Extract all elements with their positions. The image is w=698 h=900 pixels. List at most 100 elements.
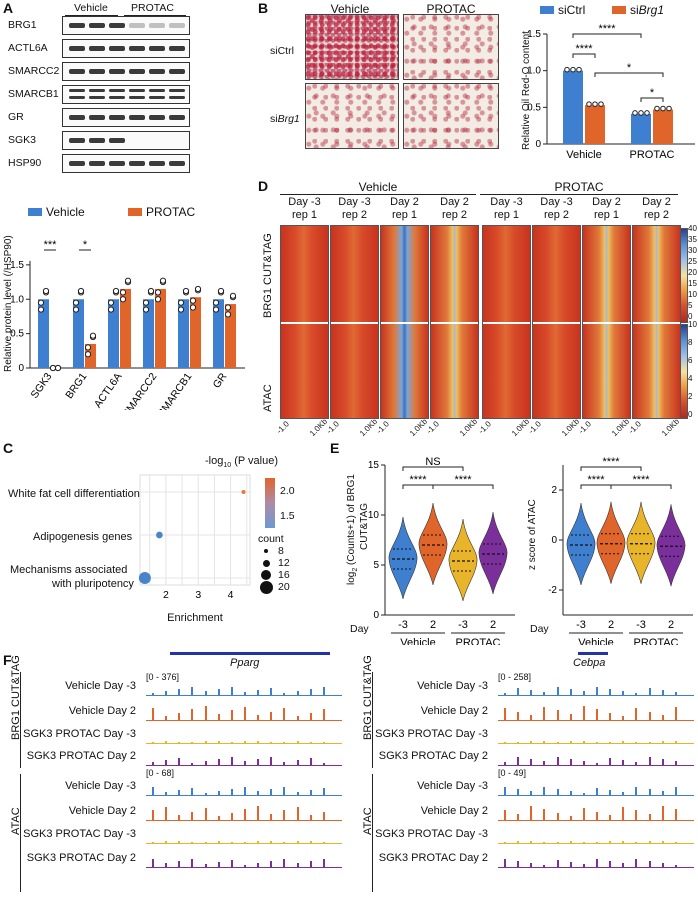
a-point (154, 296, 162, 303)
b-point (660, 105, 666, 112)
track-peak (257, 759, 260, 765)
track-peak (596, 812, 598, 820)
track-peak (648, 861, 651, 867)
count-legend-value: 12 (278, 557, 290, 569)
track-peak (152, 693, 154, 695)
a-point (154, 289, 162, 296)
b-sig-bracket (572, 53, 596, 58)
track-peak (257, 841, 260, 843)
a-ytick-label: 1.5 (10, 260, 24, 271)
e-sig-label: **** (454, 474, 472, 486)
c-point (156, 531, 163, 539)
a-sig-label: *** (44, 239, 58, 251)
a-category-label: ACTL6A (92, 371, 125, 410)
track-peak (309, 815, 312, 820)
a-point (224, 304, 232, 311)
track-peak (622, 841, 625, 843)
track-peak (635, 742, 638, 743)
track-label: Vehicle Day -3 (417, 680, 488, 692)
track-peak (257, 715, 260, 720)
heatmap-column (330, 225, 379, 419)
b-bar (563, 70, 583, 144)
b-point (586, 101, 592, 107)
track-peak (283, 842, 286, 843)
track-peak (230, 842, 233, 843)
blot-strip (62, 85, 190, 104)
track-peak (191, 842, 194, 843)
a-category-label: BRG1 (63, 371, 89, 401)
track-group-bar (372, 774, 373, 892)
gene-name: Cebpa (573, 657, 606, 669)
track-peak (622, 741, 625, 743)
track-peak (178, 713, 181, 720)
track-peak (582, 706, 585, 720)
a-bar (108, 299, 119, 368)
a-category-label: SMARCC2 (120, 371, 159, 410)
track-peak (152, 742, 154, 743)
b-sig-bracket (572, 33, 642, 38)
heatmap-scale1-tick: 35 (688, 235, 697, 244)
e-violin (626, 501, 656, 584)
a-point (84, 344, 92, 351)
track-peak (283, 810, 286, 820)
blot-band (69, 89, 85, 92)
heatmap-col-label-day: Day 2 (592, 196, 621, 208)
track-peak (661, 863, 664, 867)
blot-band (149, 69, 165, 74)
track-peak (543, 741, 546, 743)
track-peak (530, 759, 533, 765)
e-sig-bracket (610, 484, 672, 489)
track-peak (504, 787, 506, 795)
heatmap-group-vehicle-bar (280, 194, 476, 195)
track-label: SGK3 PROTAC Day 2 (26, 750, 136, 762)
track-peak (244, 787, 246, 795)
track-baseline (498, 720, 694, 721)
oil-red-col-vehicle: Vehicle (330, 2, 370, 16)
b-point (576, 66, 582, 73)
blot-band (69, 96, 85, 99)
blot-band (129, 89, 145, 92)
track-baseline (498, 820, 694, 821)
a-point (124, 277, 132, 284)
a-point (147, 287, 155, 295)
track-peak (191, 788, 194, 795)
track-peak (609, 861, 612, 867)
track-peak (582, 808, 585, 820)
track-peak (661, 841, 664, 843)
a-ytick-label: 0.5 (10, 329, 24, 340)
b-point (638, 110, 644, 116)
track-peak (635, 810, 638, 820)
track-peak (622, 716, 625, 720)
a-point (177, 306, 185, 313)
track-peak (622, 691, 625, 695)
c-point (241, 490, 246, 494)
track-peak (296, 691, 299, 695)
blot-band (129, 96, 145, 99)
a-point (159, 277, 167, 284)
track-peak (530, 863, 533, 867)
track-peak (569, 741, 572, 743)
heatmap-scale1-tick: 0 (688, 312, 693, 321)
a-point (107, 299, 115, 306)
heatmap-scale2-tick: 2 (688, 392, 693, 401)
track-label: SGK3 PROTAC Day -3 (23, 828, 136, 840)
track-peak (530, 715, 533, 720)
track-range-brg1: [0 - 376] (146, 672, 180, 682)
blot-vehicle-bar (65, 15, 118, 16)
track-peak (283, 742, 286, 743)
track-peak (556, 757, 559, 765)
track-peak (270, 861, 273, 867)
track-peak (596, 687, 598, 695)
track-peak (152, 708, 154, 720)
gene-model (170, 652, 330, 655)
track-peak (270, 742, 273, 743)
track-peak (283, 859, 286, 867)
track-peak (609, 758, 612, 765)
track-peak (582, 741, 585, 743)
blot-band (149, 161, 165, 166)
e-group-label: Vehicle (578, 637, 613, 645)
track-peak (270, 688, 273, 695)
e-ytick-label: 2 (551, 485, 557, 496)
track-peak (543, 692, 546, 695)
track-peak (569, 714, 572, 720)
